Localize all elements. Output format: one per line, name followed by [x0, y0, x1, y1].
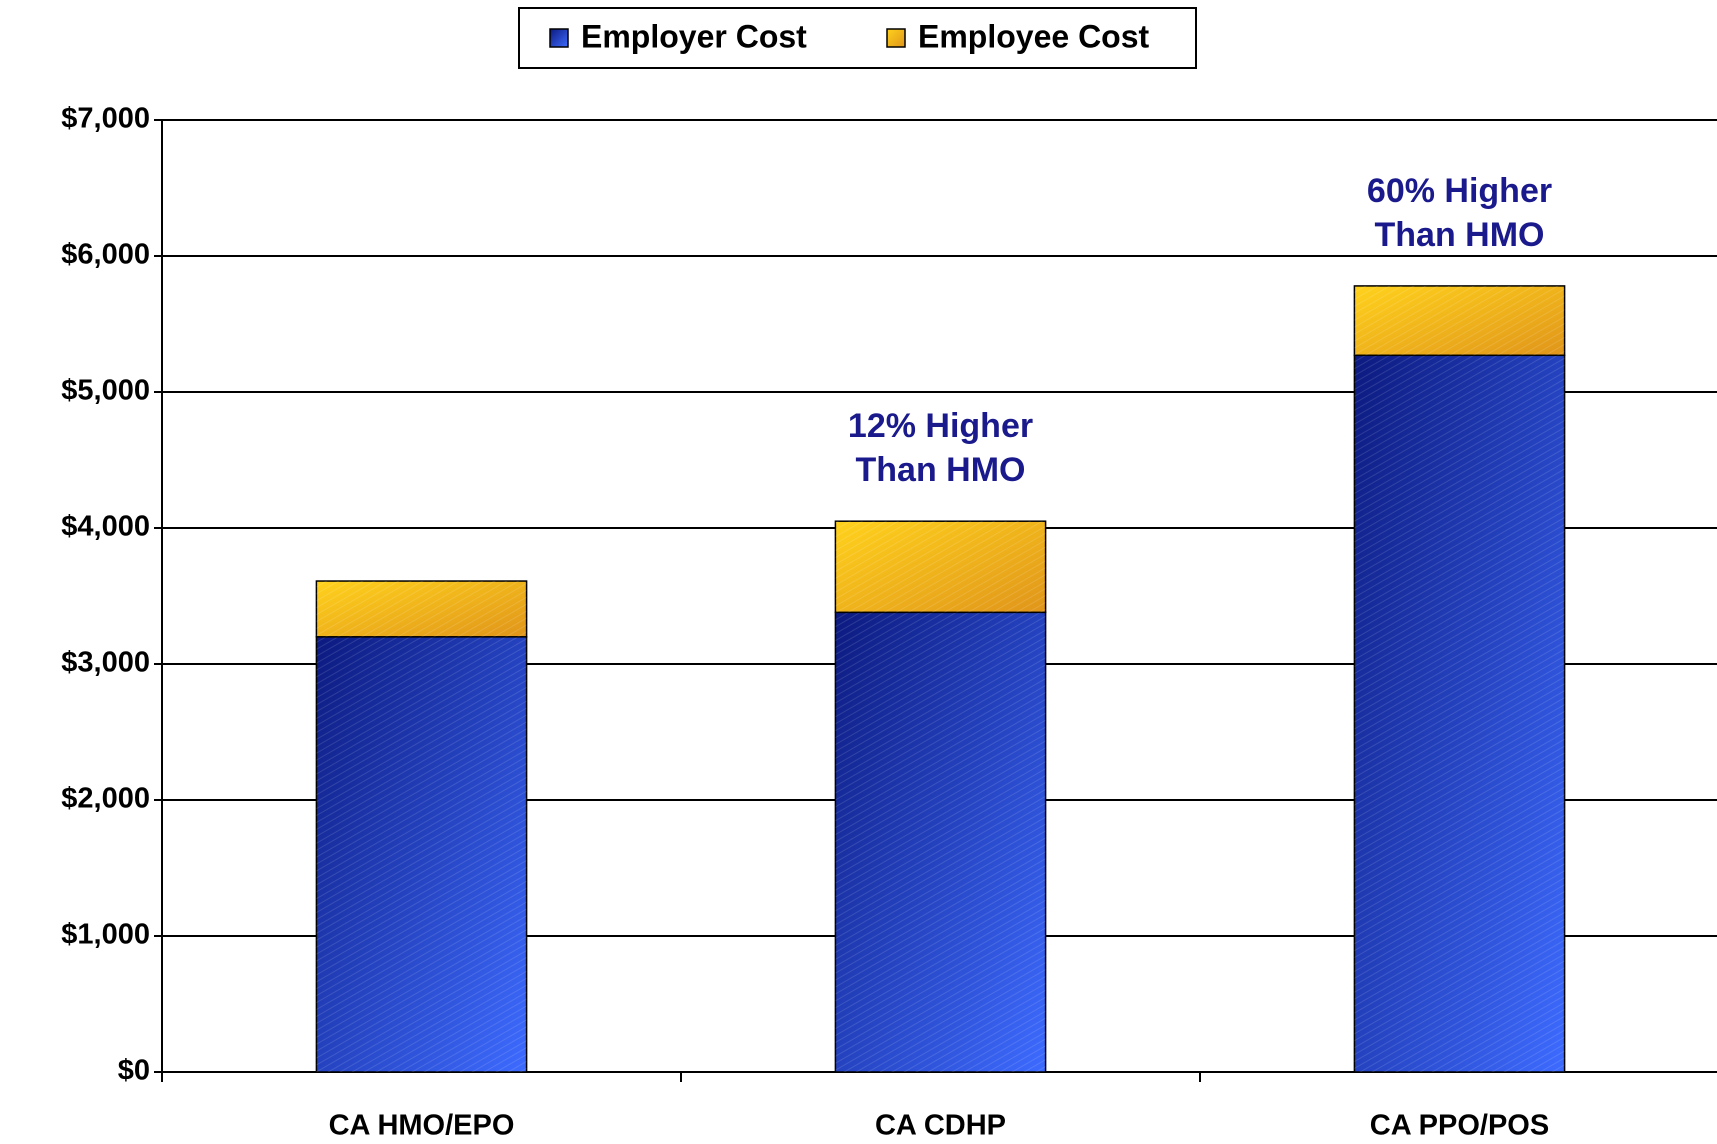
- y-tick-label: $2,000: [61, 783, 150, 815]
- bar-hatch: [1354, 355, 1565, 1072]
- y-tick-label: $0: [118, 1055, 150, 1087]
- y-tick-label: $6,000: [61, 239, 150, 271]
- y-tick-label: $5,000: [61, 375, 150, 407]
- bar-hatch: [316, 581, 527, 637]
- bar-hatch: [835, 521, 1046, 613]
- legend-swatch: [549, 28, 569, 48]
- bar-hatch: [1354, 285, 1565, 356]
- legend-box: [518, 7, 1197, 69]
- bar-hatch: [316, 636, 527, 1072]
- legend-label: Employer Cost: [581, 18, 807, 54]
- legend-label: Employee Cost: [918, 18, 1150, 54]
- y-tick-label: $1,000: [61, 919, 150, 951]
- bar-hatch: [835, 612, 1046, 1072]
- annotation: 12% Higher: [848, 407, 1033, 445]
- x-tick-label: CA HMO/EPO: [329, 1110, 515, 1142]
- y-tick-label: $3,000: [61, 647, 150, 679]
- y-tick-label: $7,000: [61, 103, 150, 135]
- x-tick-label: CA CDHP: [875, 1110, 1006, 1142]
- legend-swatch: [886, 28, 906, 48]
- annotation: 60% Higher: [1367, 172, 1552, 210]
- annotation: Than HMO: [856, 451, 1026, 489]
- annotation: Than HMO: [1375, 216, 1545, 254]
- y-tick-label: $4,000: [61, 511, 150, 543]
- x-tick-label: CA PPO/POS: [1370, 1110, 1549, 1142]
